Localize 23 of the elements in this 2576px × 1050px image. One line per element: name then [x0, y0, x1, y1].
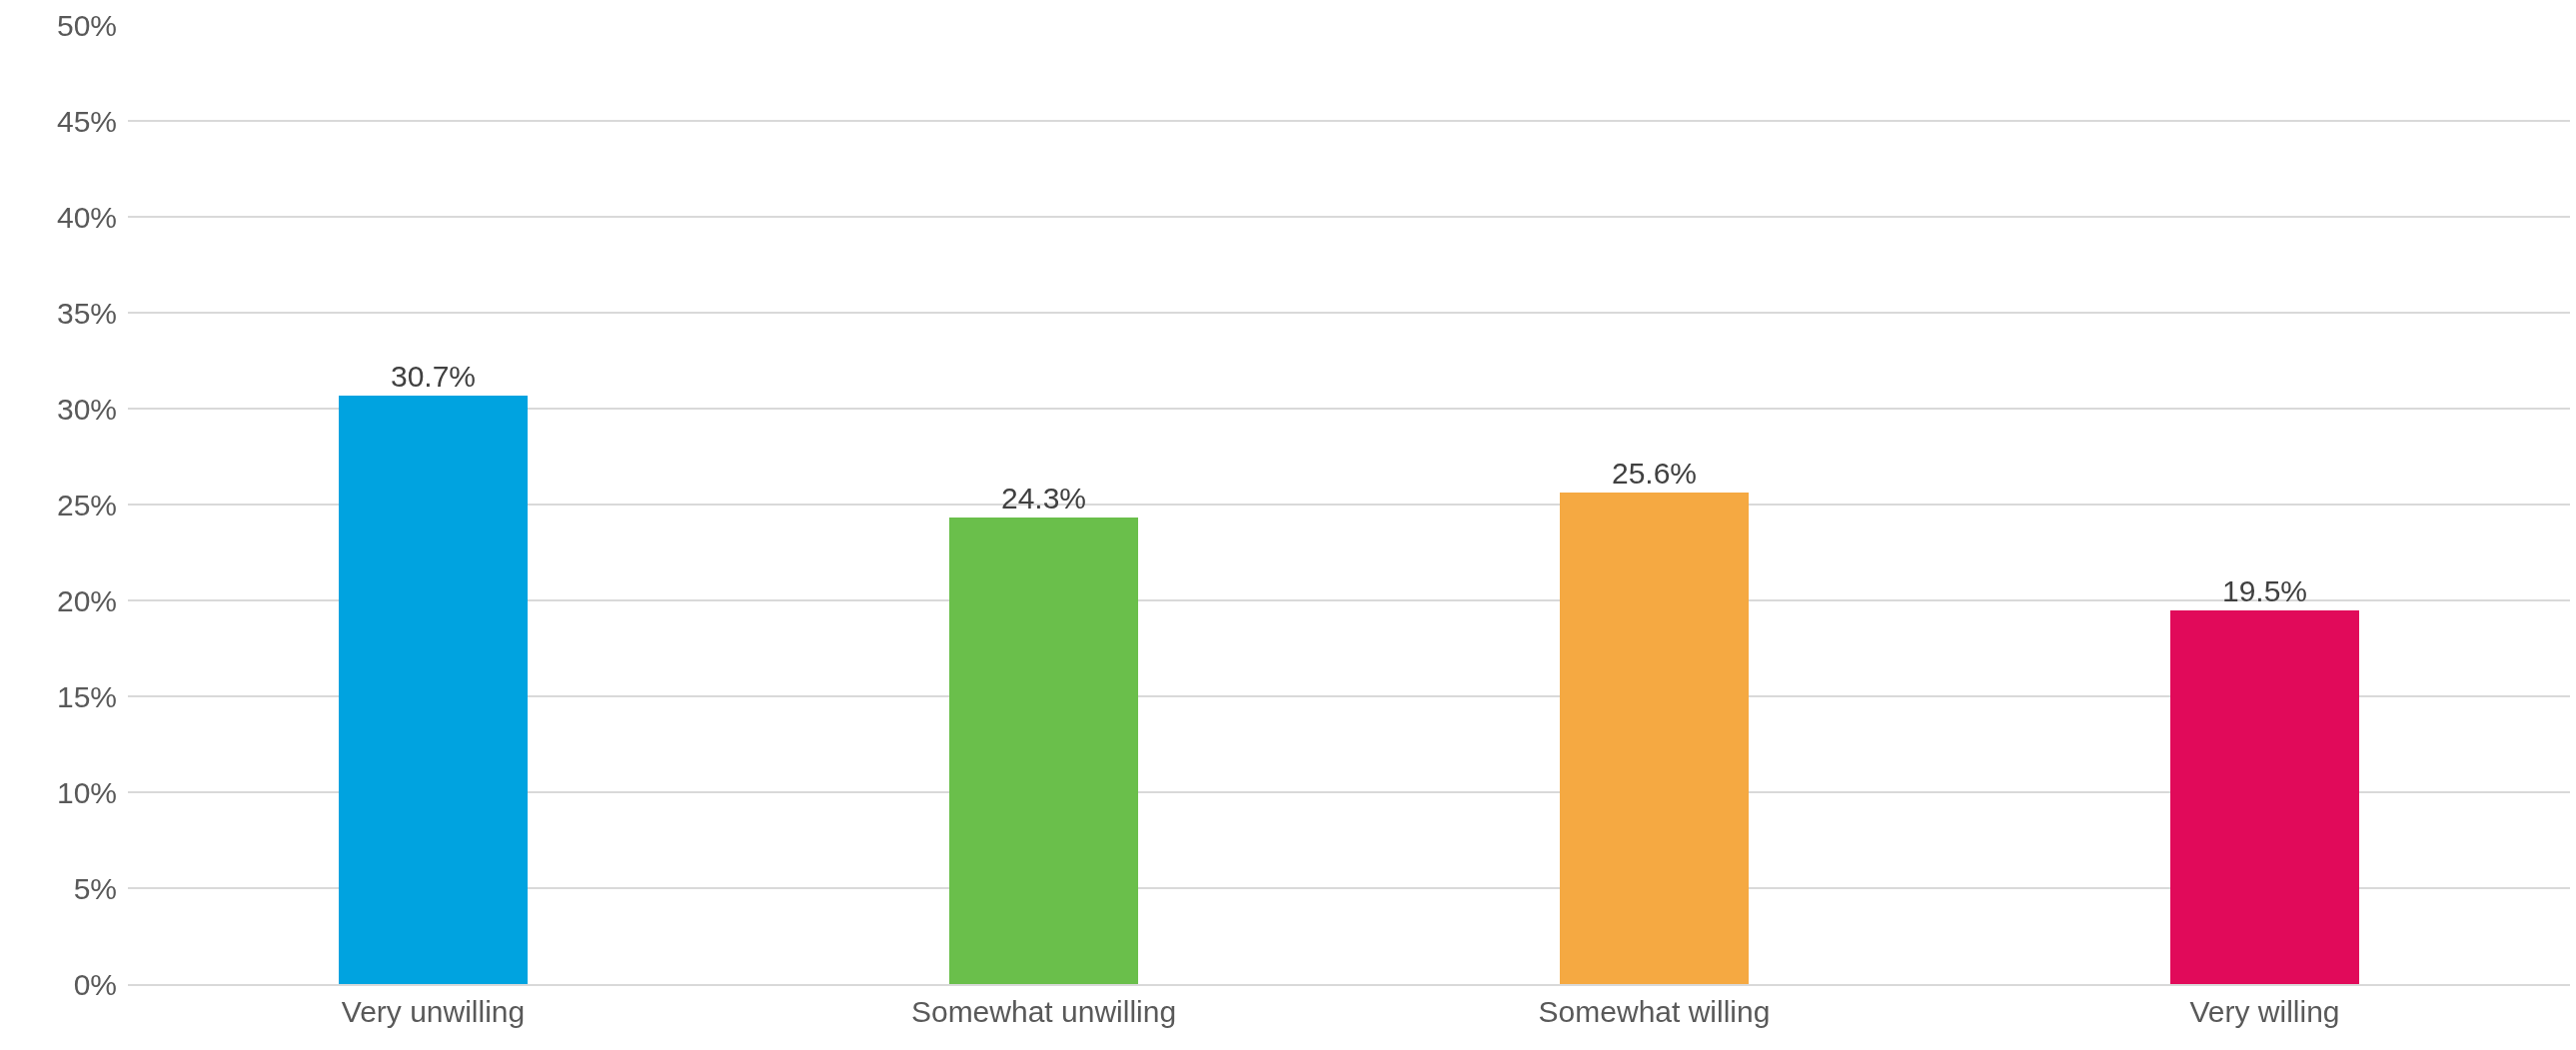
data-label: 30.7% — [390, 360, 477, 393]
y-tick-label: 5% — [73, 871, 117, 905]
y-tick-label: 45% — [56, 104, 117, 138]
y-tick-label: 30% — [56, 392, 117, 426]
data-label: 25.6% — [1611, 457, 1698, 490]
x-tick-label: Somewhat unwilling — [910, 995, 1177, 1028]
y-tick-label: 10% — [56, 775, 117, 809]
y-tick-label: 35% — [56, 296, 117, 330]
y-tick-label: 0% — [73, 967, 117, 1001]
y-tick-label: 20% — [56, 583, 117, 617]
x-tick-label: Very willing — [2189, 995, 2340, 1028]
x-tick-label: Very unwilling — [341, 995, 526, 1028]
y-tick-label: 40% — [56, 200, 117, 234]
bar — [1560, 493, 1749, 984]
bar — [339, 396, 528, 984]
y-tick-label: 15% — [56, 679, 117, 713]
data-label: 19.5% — [2221, 574, 2308, 607]
x-tick-label: Somewhat willing — [1538, 995, 1771, 1028]
bar — [949, 518, 1138, 984]
y-tick-label: 50% — [56, 8, 117, 42]
bar — [2170, 610, 2359, 984]
y-tick-label: 25% — [56, 488, 117, 522]
data-label: 24.3% — [1000, 482, 1087, 515]
